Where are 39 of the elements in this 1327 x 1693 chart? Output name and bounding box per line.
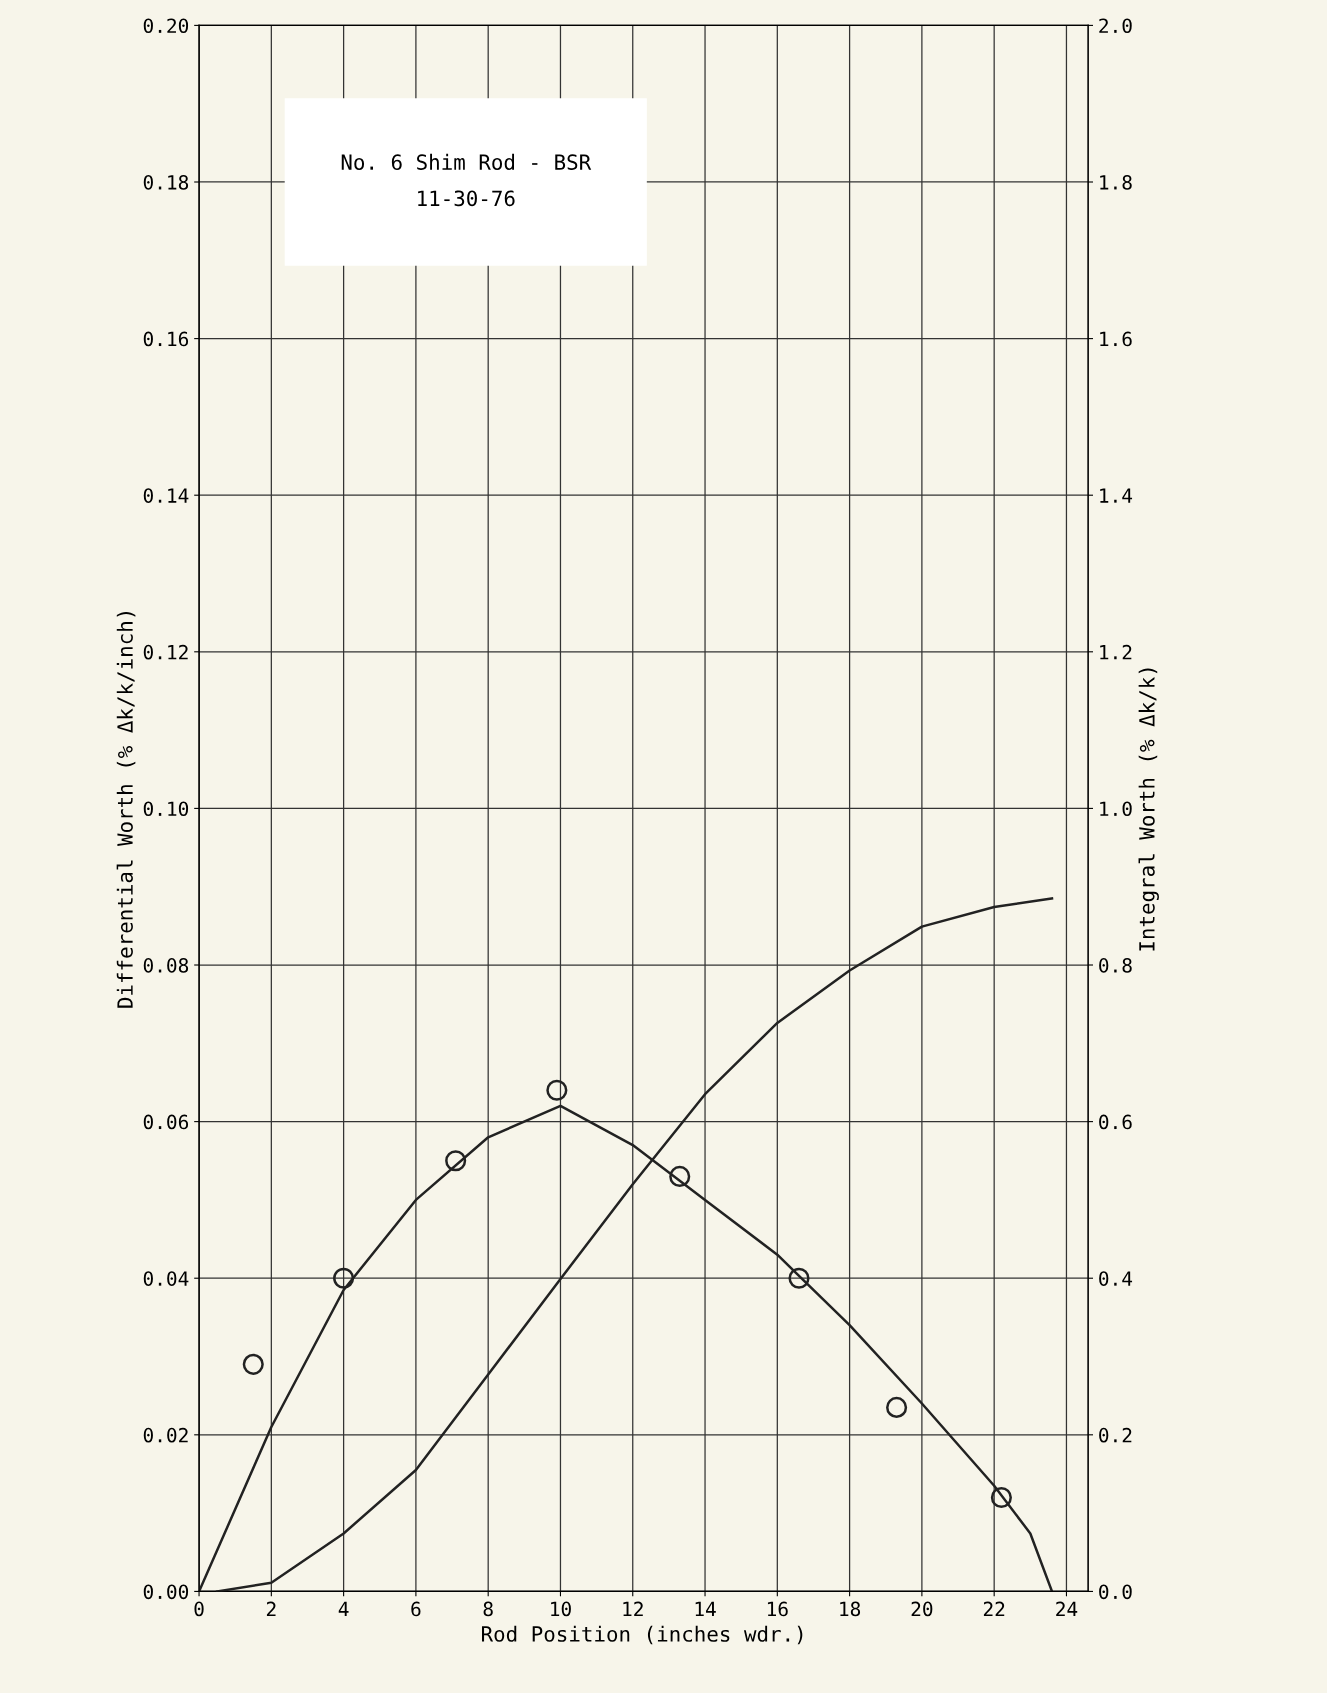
x-axis-title: Rod Position (inches wdr.) (482, 1625, 803, 1645)
y2-axis-title: Integral Worth (% Δk/k) (1138, 668, 1159, 951)
y-tick-label: 0.20 (143, 18, 189, 34)
x-tick-label: 20 (911, 1601, 933, 1617)
y2-tick-label: 0.0 (1099, 1584, 1132, 1600)
y-axis-title: Differential Worth (% Δk/k/inch) (116, 612, 136, 1008)
x-tick-label: 24 (1056, 1601, 1078, 1617)
x-tick-label: 2 (266, 1601, 276, 1617)
y-tick-label: 0.12 (143, 644, 188, 660)
x-tick-label: 8 (483, 1601, 493, 1617)
y-tick-label: 0.02 (143, 1427, 188, 1443)
y2-tick-label: 0.2 (1099, 1427, 1132, 1443)
x-tick-label: 4 (338, 1601, 349, 1617)
y2-tick-label: 1.4 (1100, 488, 1133, 503)
x-tick-label: 10 (551, 1601, 571, 1617)
y2-tick-label: 0.6 (1099, 1114, 1132, 1130)
y-tick-label: 0.00 (143, 1584, 189, 1600)
y2-tick-label: 1.2 (1100, 644, 1132, 660)
x-tick-label: 14 (695, 1601, 716, 1617)
y2-tick-label: 1.0 (1100, 801, 1132, 817)
x-tick-label: 22 (983, 1601, 1005, 1617)
annotation: No. 6 Shim Rod - BSR 11-30-76 (341, 153, 592, 207)
y-tick-label: 0.04 (143, 1271, 189, 1286)
x-tick-label: 16 (767, 1601, 788, 1617)
y2-tick-label: 0.4 (1099, 1271, 1133, 1286)
x-tick-label: 6 (411, 1601, 421, 1617)
x-tick-label: 12 (623, 1601, 643, 1617)
y-tick-label: 0.16 (143, 331, 189, 347)
y-tick-label: 0.18 (143, 175, 189, 190)
x-tick-label: 0 (194, 1601, 204, 1617)
y2-tick-label: 2.0 (1099, 18, 1132, 34)
y-tick-label: 0.10 (143, 801, 189, 817)
y-tick-label: 0.14 (143, 488, 189, 503)
y2-tick-label: 1.8 (1100, 175, 1132, 190)
y2-tick-label: 1.6 (1100, 331, 1132, 347)
y-tick-label: 0.08 (143, 958, 189, 973)
y2-tick-label: 0.8 (1099, 958, 1132, 973)
y-tick-label: 0.06 (143, 1114, 189, 1130)
x-tick-label: 18 (840, 1601, 861, 1617)
